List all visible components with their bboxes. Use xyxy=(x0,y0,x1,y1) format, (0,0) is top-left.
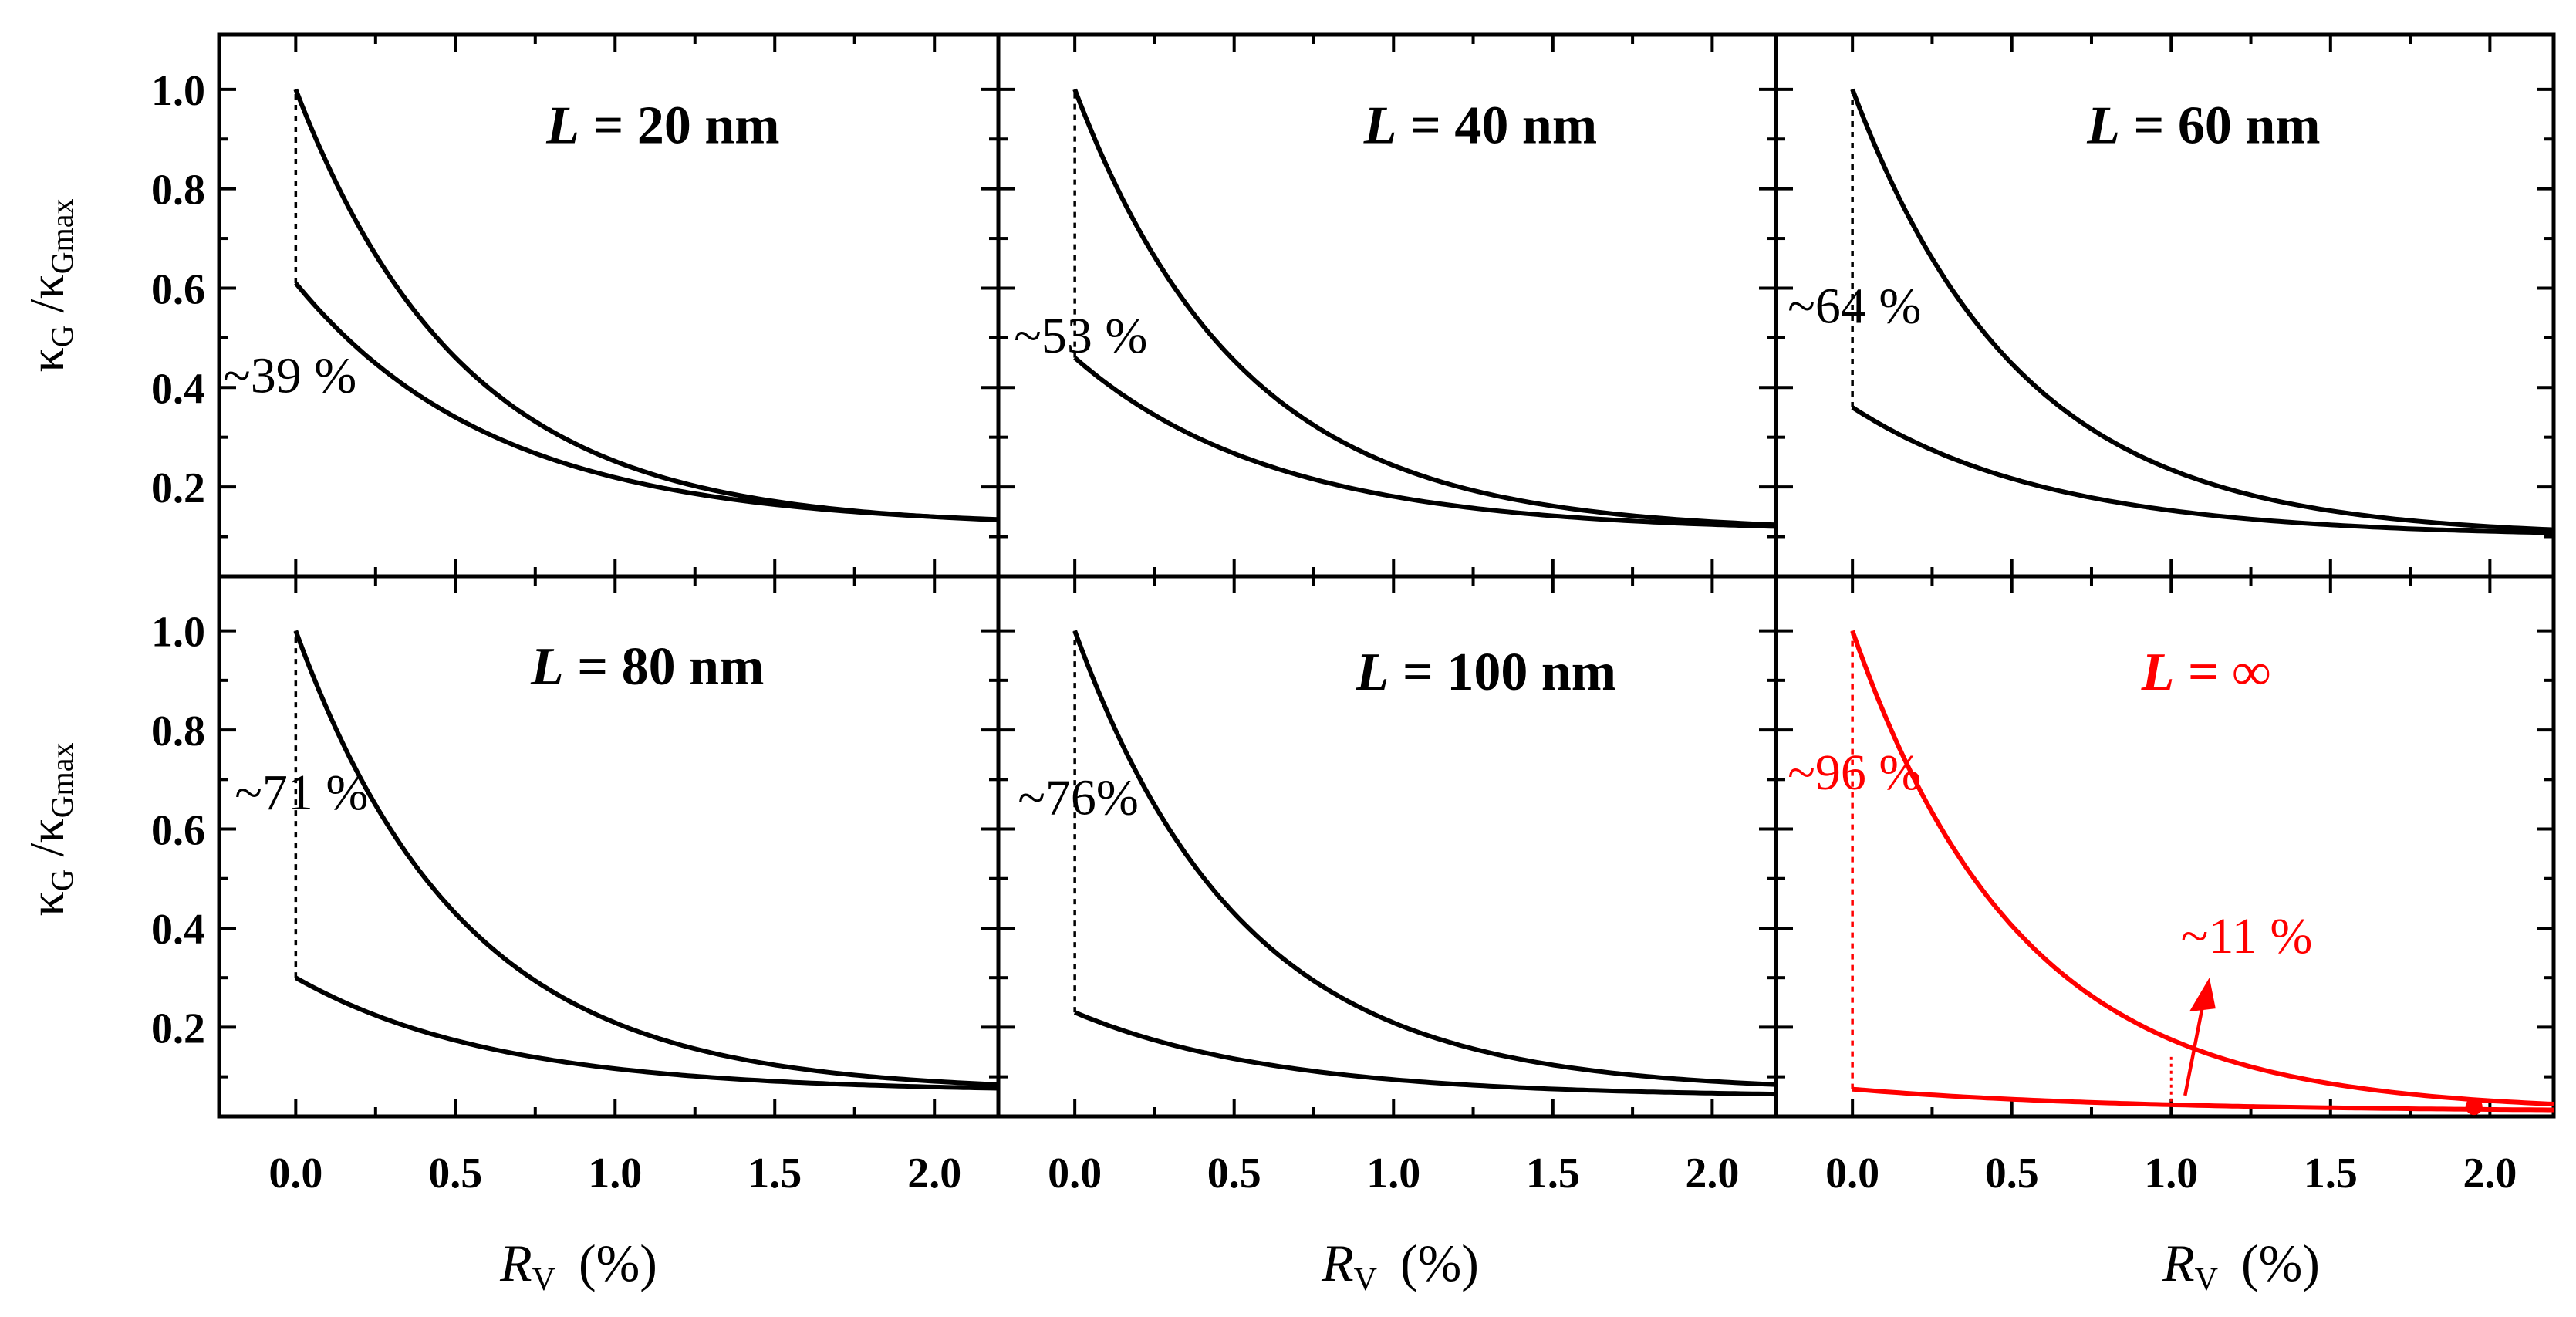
panel-l40: L = 40 nm ~53 % xyxy=(996,32,1778,579)
x-tick-label: 1.5 xyxy=(1526,1150,1580,1197)
series-upper-line xyxy=(293,630,999,1087)
x-tick-label: 2.0 xyxy=(1685,1150,1739,1197)
sub-g: G xyxy=(45,325,79,347)
panel-l80: 0.2 0.4 0.6 0.8 1.0 0.0 0.5 1.0 1.5 2.0 L = 80 nm ~… xyxy=(151,574,1001,1197)
slash: / xyxy=(19,299,74,325)
kappa-symbol-2: κ xyxy=(19,818,74,843)
x-tick-label: 1.0 xyxy=(2144,1150,2198,1197)
arrow-head xyxy=(2189,978,2216,1012)
panel-label-value: = ∞ xyxy=(2175,643,2271,702)
percent-annotation: ~71 % xyxy=(235,765,368,821)
x-tick-label: 1.0 xyxy=(588,1150,642,1197)
x-tick-label: 0.5 xyxy=(1985,1150,2039,1197)
x-tick-label: 0.5 xyxy=(428,1150,482,1197)
y-axis-label-bottom: κG /κGmax xyxy=(19,743,79,917)
x-axis-label-col2: RV (%) xyxy=(1321,1234,1479,1298)
x-axis-label-col1: RV (%) xyxy=(499,1234,657,1298)
x-tick-label: 1.5 xyxy=(748,1150,802,1197)
y-tick-label: 0.6 xyxy=(151,265,205,313)
y-tick-label: 1.0 xyxy=(151,67,205,115)
y-tick-label: 0.8 xyxy=(151,167,205,214)
series-upper-line xyxy=(1850,630,2554,1106)
panel-label: L = 40 nm xyxy=(1363,96,1597,155)
panel-label: L = ∞ xyxy=(2141,643,2271,702)
percent-annotation: ~53 % xyxy=(1014,308,1147,364)
panel-linf: 0.0 0.5 1.0 1.5 2.0 L = ∞ ~96 % ~11 % xyxy=(1774,574,2556,1197)
arrow-shaft xyxy=(2183,994,2207,1096)
y-axis-label-top: κG /κGmax xyxy=(19,199,79,373)
panel-l100: 0.0 0.5 1.0 1.5 2.0 L = 100 nm ~76% xyxy=(996,574,1778,1197)
sub-gmax: Gmax xyxy=(45,199,79,275)
y-tick-label: 0.2 xyxy=(151,464,205,512)
series-lower-line xyxy=(1073,356,1777,529)
panel-label-var: L xyxy=(1363,96,1397,155)
slash: / xyxy=(19,843,74,869)
series-lower-line xyxy=(294,975,999,1091)
x-tick-label: 0.0 xyxy=(1048,1150,1102,1197)
svg-text:κG /κGmax: κG /κGmax xyxy=(19,199,79,373)
panel-label-var: L xyxy=(530,637,564,697)
series-upper-line xyxy=(1072,630,1777,1087)
data-point-marker xyxy=(2465,1098,2483,1116)
series-lower-line xyxy=(293,282,999,522)
y-tick-label: 0.2 xyxy=(151,1005,205,1052)
panel-label: L = 80 nm xyxy=(530,637,764,697)
svg-text:κG /κGmax: κG /κGmax xyxy=(19,743,79,917)
series-upper-line xyxy=(1850,88,2554,532)
sub-gmax: Gmax xyxy=(45,743,79,819)
panel-label: L = 60 nm xyxy=(2086,96,2320,155)
kappa-symbol-2: κ xyxy=(19,274,74,299)
panel-label-var: L xyxy=(2141,643,2175,702)
kappa-symbol: κ xyxy=(19,347,74,372)
percent-annotation-2: ~11 % xyxy=(2181,908,2313,964)
y-tick-label: 0.4 xyxy=(151,906,205,954)
x-tick-label: 2.0 xyxy=(907,1150,961,1197)
sub-g: G xyxy=(45,869,79,891)
percent-annotation: ~96 % xyxy=(1788,745,1921,801)
panel-label-var: L xyxy=(2086,96,2120,155)
panel-label-value: = 60 nm xyxy=(2120,96,2321,155)
x-tick-label: 1.0 xyxy=(1366,1150,1420,1197)
panel-l60: L = 60 nm ~64 % xyxy=(1774,32,2556,579)
x-tick-label: 2.0 xyxy=(2463,1150,2517,1197)
x-tick-label: 0.0 xyxy=(268,1150,322,1197)
series-upper-line xyxy=(1072,88,1777,528)
percent-annotation: ~39 % xyxy=(223,348,356,404)
y-tick-label: 0.6 xyxy=(151,807,205,855)
series-lower-line xyxy=(1852,1086,2554,1113)
panel-label-value: = 20 nm xyxy=(579,96,780,155)
panel-label: L = 20 nm xyxy=(545,96,779,155)
percent-annotation: ~76% xyxy=(1018,769,1139,826)
series-lower-line xyxy=(1851,405,2554,535)
kappa-symbol: κ xyxy=(19,891,74,916)
panel-label-value: = 100 nm xyxy=(1389,643,1616,702)
x-tick-label: 0.5 xyxy=(1207,1150,1261,1197)
series-lower-line xyxy=(1073,1010,1777,1097)
panel-frame xyxy=(1774,574,2556,1119)
x-tick-label: 0.0 xyxy=(1825,1150,1879,1197)
y-tick-label: 0.8 xyxy=(151,707,205,755)
panel-l20: 0.2 0.4 0.6 0.8 1.0 L = 20 nm ~39 % xyxy=(151,32,1001,579)
panel-label-var: L xyxy=(1356,643,1389,702)
x-axis-label-col3: RV (%) xyxy=(2162,1234,2320,1298)
panel-label-value: = 40 nm xyxy=(1397,96,1598,155)
y-tick-label: 0.4 xyxy=(151,365,205,413)
y-tick-label: 1.0 xyxy=(151,609,205,657)
panel-label-value: = 80 nm xyxy=(564,637,765,697)
percent-annotation: ~64 % xyxy=(1788,279,1921,335)
panel-label-var: L xyxy=(545,96,579,155)
panel-label: L = 100 nm xyxy=(1356,643,1616,702)
x-tick-label: 1.5 xyxy=(2304,1150,2358,1197)
